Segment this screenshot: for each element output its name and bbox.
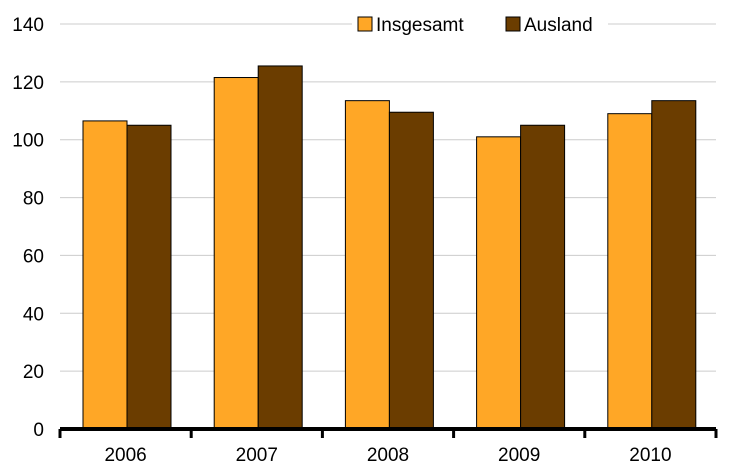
bar-insgesamt-2007: [213, 77, 259, 430]
legend-background: [352, 10, 608, 40]
y-tick-label: 0: [33, 420, 44, 441]
x-tick-label: 2010: [629, 445, 671, 466]
bars: [82, 65, 697, 430]
x-tick-label: 2006: [104, 445, 146, 466]
bar-ausland-2006: [126, 124, 172, 430]
x-tick-label: 2008: [367, 445, 409, 466]
bar-ausland-2007: [257, 65, 303, 430]
bar-insgesamt-2006: [82, 120, 128, 430]
bar-insgesamt-2008: [344, 100, 390, 430]
y-tick-label: 40: [23, 304, 44, 325]
bar-insgesamt-2010: [607, 113, 653, 430]
bar-ausland-2009: [520, 124, 566, 430]
legend-label-insgesamt: Insgesamt: [376, 15, 464, 36]
legend-swatch-insgesamt: [357, 16, 373, 32]
legend-swatch-ausland: [505, 16, 521, 32]
y-tick-label: 80: [23, 189, 44, 210]
axes: [58, 427, 718, 438]
y-tick-label: 100: [12, 131, 44, 152]
legend-label-ausland: Ausland: [524, 15, 593, 36]
y-tick-label: 60: [23, 246, 44, 267]
bar-ausland-2010: [651, 100, 697, 430]
bar-insgesamt-2009: [476, 136, 522, 430]
x-tick-label: 2007: [236, 445, 278, 466]
bar-ausland-2008: [388, 111, 434, 430]
y-tick-label: 20: [23, 362, 44, 383]
y-tick-label: 140: [12, 15, 44, 36]
x-tick-label: 2009: [498, 445, 540, 466]
y-tick-label: 120: [12, 73, 44, 94]
legend: Insgesamt Ausland: [352, 10, 608, 40]
y-tick-labels: 0 20 40 60 80 100 120 140: [12, 15, 44, 441]
x-tick-labels: 2006 2007 2008 2009 2010: [104, 445, 671, 466]
